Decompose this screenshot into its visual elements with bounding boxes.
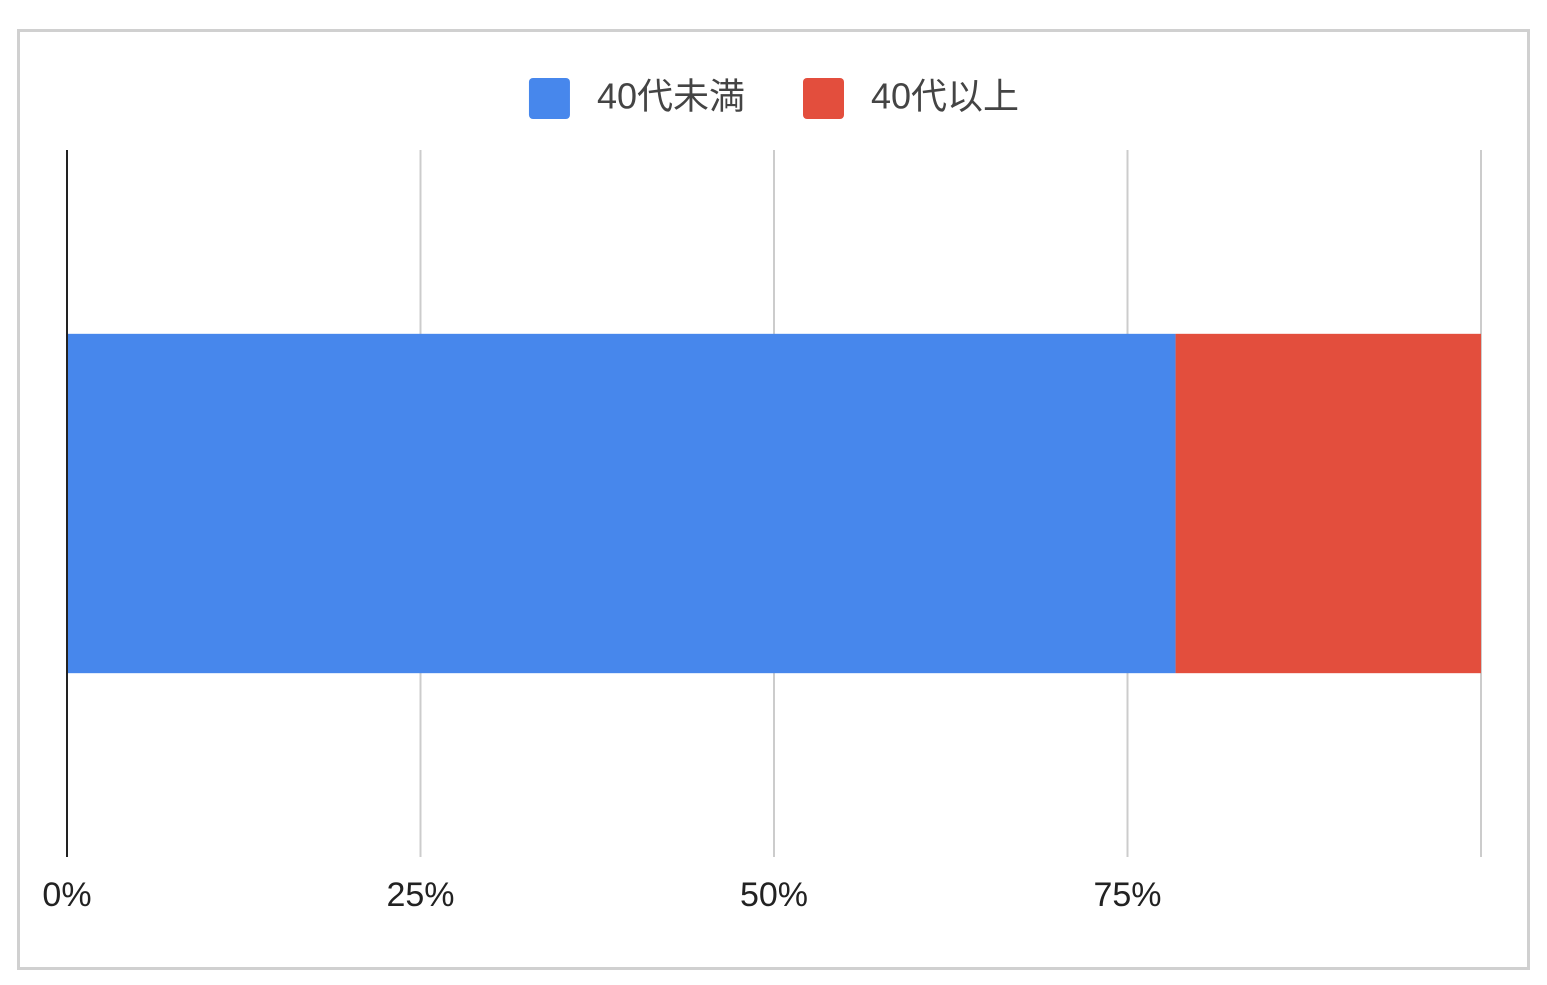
x-tick-label: 50% bbox=[740, 876, 808, 914]
legend: 40代未満 40代以上 bbox=[528, 76, 1019, 119]
axes: 0% 25% 50% 75% bbox=[42, 150, 1162, 914]
legend-item: 40代未満 bbox=[528, 76, 745, 119]
legend-swatch bbox=[803, 78, 844, 119]
bar-segment bbox=[1175, 333, 1481, 674]
x-tick-label: 0% bbox=[42, 876, 91, 914]
x-tick-label: 75% bbox=[1093, 876, 1161, 914]
bar-segment bbox=[67, 333, 1176, 674]
x-tick-label: 25% bbox=[386, 876, 454, 914]
legend-swatch bbox=[528, 78, 570, 119]
bars bbox=[67, 333, 1481, 674]
legend-label: 40代未満 bbox=[597, 76, 745, 117]
legend-label: 40代以上 bbox=[871, 76, 1019, 117]
legend-item: 40代以上 bbox=[803, 76, 1019, 119]
